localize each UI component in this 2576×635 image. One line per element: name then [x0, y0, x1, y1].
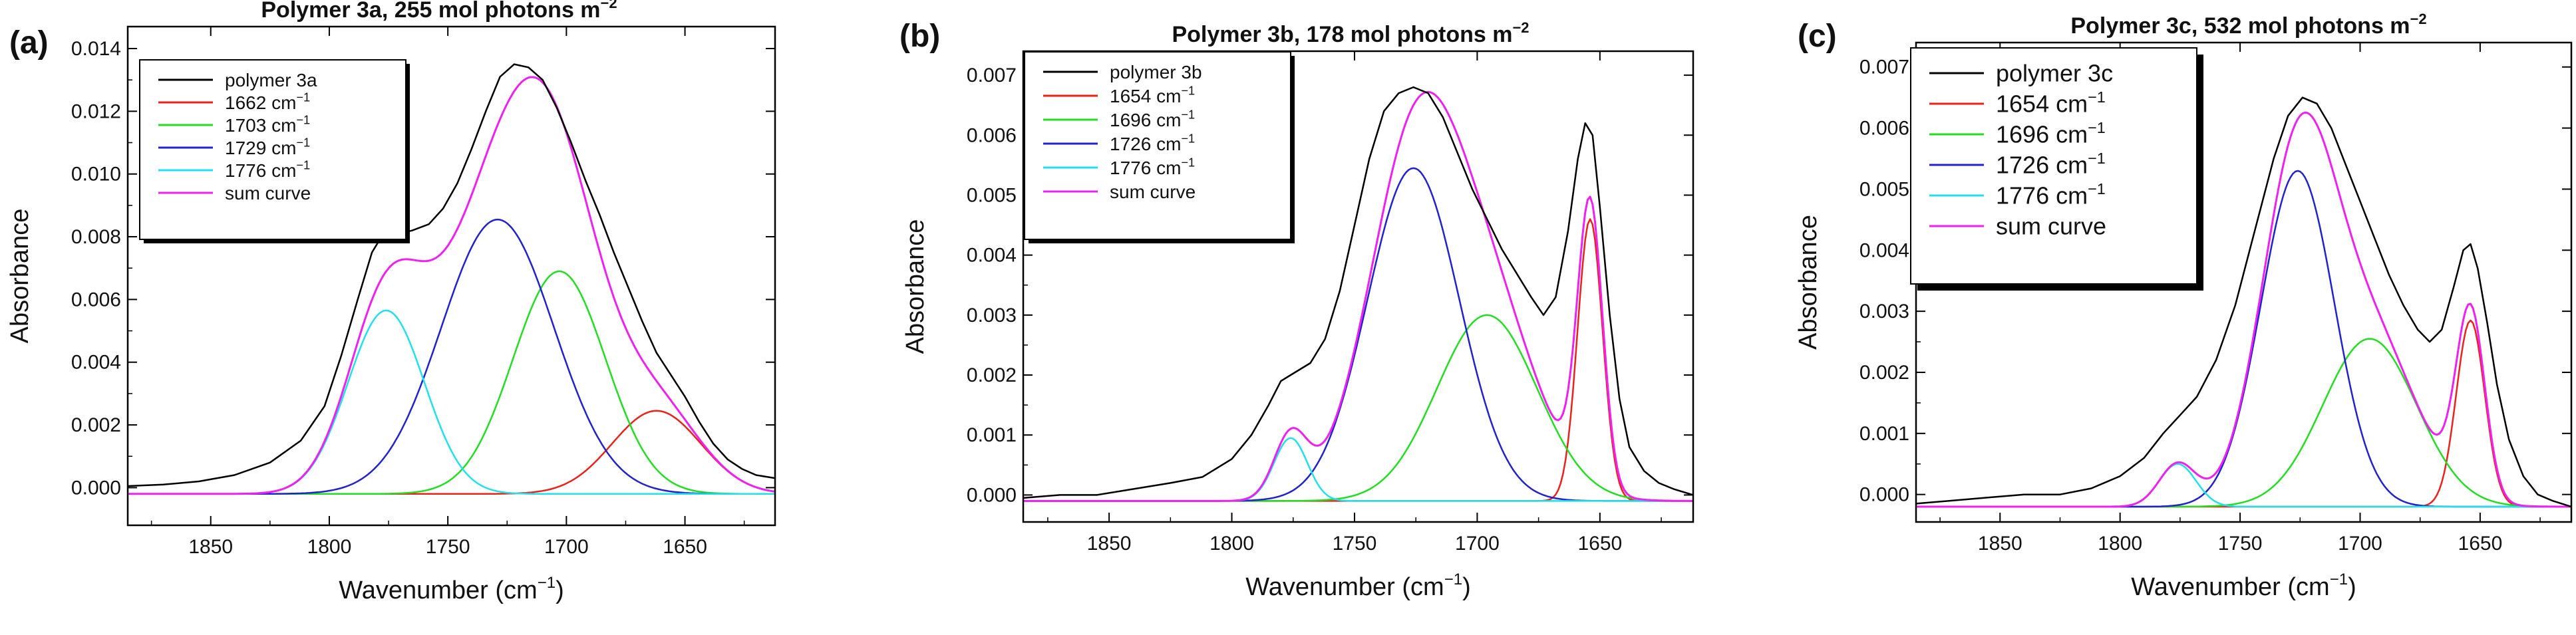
- legend-box: [139, 59, 406, 240]
- x-tick-label: 1650: [663, 536, 707, 558]
- y-tick-label: 0.006: [967, 124, 1017, 146]
- series-line-measured: [128, 63, 775, 487]
- y-tick-label: 0.007: [1859, 57, 1909, 78]
- x-tick-label: 1750: [1333, 533, 1377, 555]
- legend-label: polymer 3b: [1110, 62, 1202, 82]
- x-tick-label: 1800: [307, 536, 352, 558]
- y-tick-label: 0.002: [71, 414, 121, 436]
- y-tick-label: 0.005: [967, 184, 1017, 206]
- y-tick-label: 0.001: [967, 424, 1017, 446]
- y-tick-label: 0.012: [71, 100, 121, 122]
- y-tick-label: 0.008: [71, 226, 121, 248]
- series-line-peak-1729: [128, 218, 775, 495]
- y-tick-label: 0.000: [71, 477, 121, 499]
- curves: [1916, 96, 2571, 508]
- y-tick-label: 0.004: [967, 245, 1017, 267]
- y-tick-label: 0.006: [1859, 118, 1909, 140]
- y-tick-label: 0.014: [71, 38, 121, 60]
- legend-label: sum curve: [1110, 182, 1196, 202]
- y-tick-label: 0.003: [1859, 301, 1909, 322]
- y-axis-label: Absorbance: [1794, 215, 1822, 350]
- curves: [1023, 86, 1693, 502]
- legend-label: sum curve: [1996, 213, 2106, 240]
- x-tick-label: 1850: [1978, 533, 2022, 555]
- legend-label: 1696 cm−1: [1996, 119, 2106, 148]
- x-tick-label: 1850: [1087, 533, 1132, 555]
- x-tick-label: 1700: [2338, 533, 2382, 555]
- x-tick-label: 1700: [1455, 533, 1500, 555]
- y-tick-label: 0.006: [71, 289, 121, 311]
- y-tick-label: 0.005: [1859, 178, 1909, 200]
- curves: [128, 63, 775, 495]
- x-tick-label: 1650: [2458, 533, 2503, 555]
- legend-label: polymer 3a: [225, 70, 317, 90]
- series-line-measured: [1023, 86, 1693, 499]
- y-tick-label: 0.001: [1859, 423, 1909, 445]
- series-line-sum: [128, 76, 775, 495]
- legend-label: 1776 cm−1: [1110, 156, 1195, 178]
- legend-label: 1776 cm−1: [225, 159, 310, 181]
- series-line-peak-1776: [1023, 437, 1693, 502]
- y-tick-label: 0.004: [1859, 239, 1909, 261]
- legend-label: 1703 cm−1: [225, 114, 310, 136]
- panel-title: Polymer 3a, 255 mol photons m−2: [261, 0, 617, 23]
- legend-label: 1662 cm−1: [225, 91, 310, 113]
- x-tick-label: 1750: [426, 536, 470, 558]
- plot-frame: [1022, 50, 1694, 523]
- series-line-measured: [1916, 96, 2571, 508]
- legend-box: [1024, 51, 1291, 240]
- series-line-sum: [1023, 90, 1693, 502]
- legend-label: 1726 cm−1: [1996, 150, 2106, 178]
- panel-letter: (a): [9, 25, 49, 61]
- legend-label: 1654 cm−1: [1996, 88, 2106, 117]
- legend-label: polymer 3c: [1996, 60, 2113, 87]
- x-tick-label: 1650: [1577, 533, 1622, 555]
- y-tick-label: 0.004: [71, 352, 121, 374]
- series-line-peak-1703: [128, 270, 775, 495]
- y-tick-label: 0.002: [967, 364, 1017, 386]
- y-axis-label: Absorbance: [901, 219, 929, 354]
- x-axis-label: Wavenumber (cm−1): [1245, 571, 1470, 601]
- y-tick-label: 0.000: [967, 484, 1017, 506]
- series-line-peak-1654: [1023, 218, 1693, 502]
- y-tick-label: 0.003: [967, 305, 1017, 326]
- legend-label: sum curve: [225, 183, 311, 203]
- y-tick-label: 0.010: [71, 164, 121, 186]
- legend-label: 1654 cm−1: [1110, 84, 1195, 106]
- legend-label: 1726 cm−1: [1110, 132, 1195, 154]
- series-line-peak-1776: [128, 309, 775, 495]
- y-tick-label: 0.002: [1859, 362, 1909, 384]
- panel-0: (a) Polymer 3a, 255 mol photons m−2 1850 18…: [6, 0, 776, 604]
- y-tick-label: 0.000: [1859, 484, 1909, 506]
- legend-label: 1696 cm−1: [1110, 108, 1195, 130]
- x-tick-label: 1750: [2218, 533, 2263, 555]
- x-tick-label: 1800: [1209, 533, 1254, 555]
- plot-frame: [126, 25, 776, 527]
- series-line-peak-1696: [1916, 338, 2571, 508]
- legend-label: 1776 cm−1: [1996, 180, 2106, 209]
- x-tick-label: 1800: [2098, 533, 2142, 555]
- y-tick-label: 0.007: [967, 64, 1017, 86]
- panel-letter: (c): [1798, 19, 1837, 54]
- y-axis-label: Absorbance: [6, 209, 34, 344]
- panel-title: Polymer 3c, 532 mol photons m−2: [2070, 11, 2426, 39]
- series-line-sum: [1916, 111, 2571, 508]
- series-line-peak-1776: [1916, 463, 2571, 508]
- series-line-peak-1654: [1916, 319, 2571, 508]
- x-axis-label: Wavenumber (cm−1): [339, 574, 564, 604]
- panel-1: (b) Polymer 3b, 178 mol photons m−2 1850 18…: [899, 19, 1694, 601]
- x-tick-label: 1850: [188, 536, 233, 558]
- x-tick-label: 1700: [544, 536, 589, 558]
- panel-2: (c) Polymer 3c, 532 mol photons m−2 1850 18…: [1794, 11, 2573, 601]
- legend-label: 1729 cm−1: [225, 136, 310, 158]
- panel-title: Polymer 3b, 178 mol photons m−2: [1172, 19, 1529, 47]
- panel-letter: (b): [899, 19, 940, 54]
- x-axis-label: Wavenumber (cm−1): [2131, 571, 2356, 601]
